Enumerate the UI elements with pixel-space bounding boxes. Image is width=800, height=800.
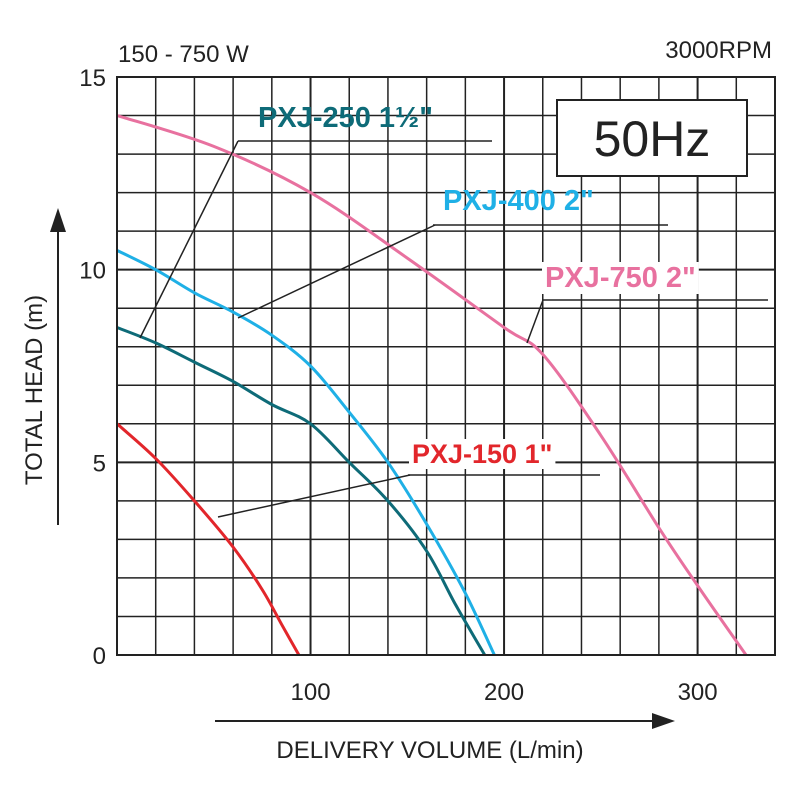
y-tick-label: 0 (93, 643, 106, 670)
y-axis-arrowhead (50, 208, 66, 232)
series-label-pxj-750: PXJ-750 2" (545, 262, 696, 294)
series-label-pxj-250: PXJ-250 1½" (258, 102, 433, 134)
label-leader-line (217, 474, 411, 518)
label-leader-line (139, 140, 239, 339)
curve-pxj-750 (116, 114, 748, 656)
series-label-pxj-400: PXJ-400 2" (443, 185, 594, 217)
series-label-pxj-150: PXJ-150 1" (412, 439, 552, 469)
x-axis-arrowhead (652, 713, 675, 729)
label-leader-line (526, 299, 544, 344)
y-axis-label: TOTAL HEAD (m) (21, 295, 48, 485)
y-tick-label: 5 (93, 450, 106, 477)
x-tick-label: 200 (484, 679, 524, 706)
series-label-background (409, 439, 556, 469)
curve-pxj-150 (116, 422, 301, 656)
curve-pxj-400 (116, 249, 496, 656)
curves (116, 114, 748, 656)
label-leaders (139, 140, 768, 518)
plot-frame (116, 76, 776, 656)
frequency-box (556, 99, 748, 177)
series-labels: PXJ-150 1" PXJ-250 1½" PXJ-400 2" PXJ-750 2… (258, 102, 699, 469)
power-range-label: 150 - 750 W (118, 41, 249, 68)
series-label-background (542, 262, 699, 294)
x-tick-label: 100 (291, 679, 331, 706)
rpm-label: 3000RPM (665, 37, 772, 64)
label-leader-line (237, 224, 436, 319)
x-tick-label: 300 (678, 679, 718, 706)
x-axis-label: DELIVERY VOLUME (L/min) (276, 737, 583, 764)
curve-pxj-250 (116, 326, 486, 656)
y-tick-label: 10 (79, 258, 106, 285)
y-tick-label: 15 (79, 65, 106, 92)
frequency-label: 50Hz (594, 111, 711, 167)
ticks: 100 200 300 0 5 10 15 (79, 65, 717, 706)
